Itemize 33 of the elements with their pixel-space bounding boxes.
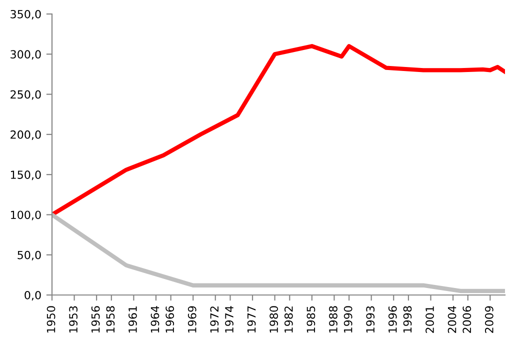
y-tick-label: 100,0 xyxy=(10,210,41,220)
y-tick-label: 350,0 xyxy=(10,10,41,20)
x-tick-label: 1956 xyxy=(91,306,100,332)
x-tick-label: 1990 xyxy=(344,306,352,332)
y-tick-label: 200,0 xyxy=(10,130,41,140)
line-series xyxy=(52,212,505,294)
x-tick-label: 1969 xyxy=(188,306,196,332)
x-tick-label: 2001 xyxy=(426,306,434,333)
y-tick-label: 0,0 xyxy=(24,290,41,301)
x-tick-label: 1966 xyxy=(166,306,174,332)
x-tick-label: 1998 xyxy=(403,306,412,332)
x-tick-label: 2006 xyxy=(462,306,472,333)
x-tick-label: 1953 xyxy=(69,306,78,332)
x-tick-label: 1982 xyxy=(284,306,293,332)
x-tick-label: 1993 xyxy=(366,306,375,332)
x-tick-label: 1996 xyxy=(388,306,397,332)
x-tick-label: 1974 xyxy=(225,306,234,332)
x-tick-label: 1950 xyxy=(46,306,56,332)
x-tick-label: 1972 xyxy=(210,306,219,332)
y-tick-label: 50,0 xyxy=(18,250,41,260)
y-tick-label: 150,0 xyxy=(10,170,41,180)
x-tick-label: 1988 xyxy=(329,306,338,332)
x-tick-label: 1961 xyxy=(128,306,137,332)
x-tick-label: 2009 xyxy=(484,306,494,333)
x-tick-label: 1980 xyxy=(270,306,278,332)
x-tick-label: 1964 xyxy=(150,306,160,332)
x-tick-label: 1977 xyxy=(247,306,256,332)
x-tick-label: 1958 xyxy=(106,306,115,332)
line-series xyxy=(52,44,505,217)
x-tick-label: 1985 xyxy=(306,306,316,332)
y-tick-label: 300,0 xyxy=(10,50,41,60)
y-tick-label: 250,0 xyxy=(10,90,41,100)
x-tick-label: 2004 xyxy=(448,306,456,333)
